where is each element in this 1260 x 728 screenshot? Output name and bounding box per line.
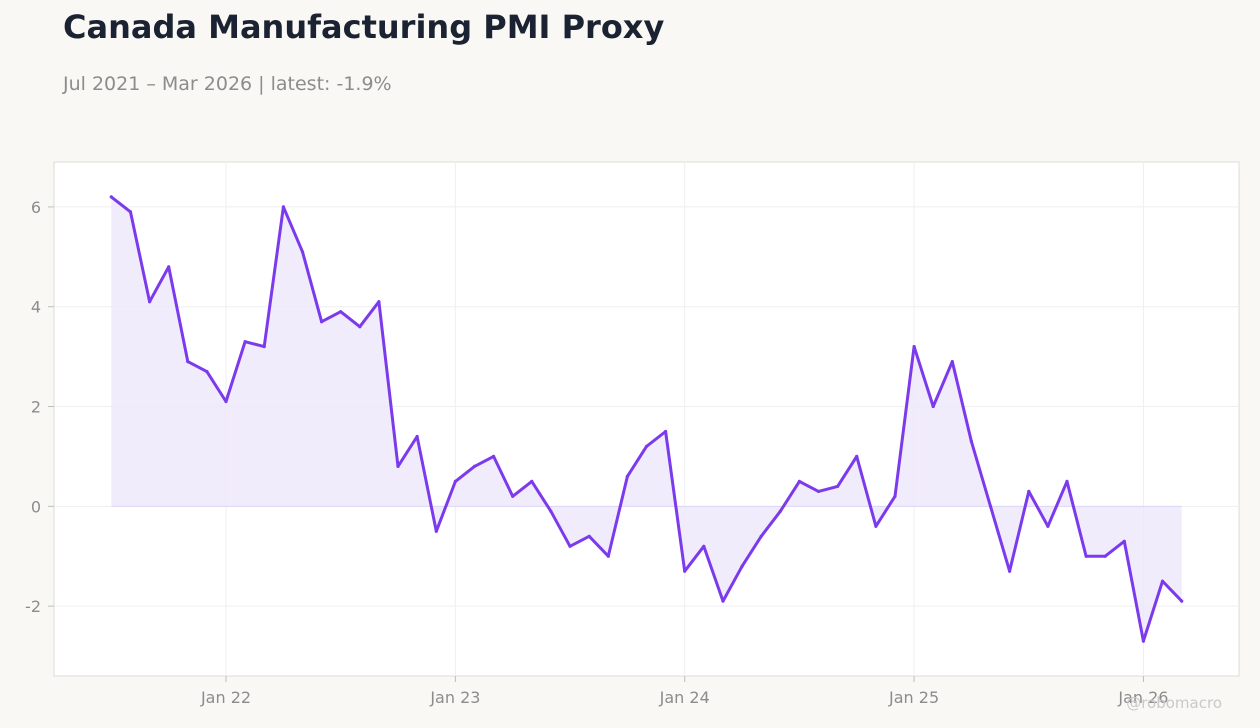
data-point xyxy=(339,310,343,314)
data-point xyxy=(702,544,706,548)
data-point xyxy=(167,265,171,269)
data-point xyxy=(1141,639,1145,643)
data-point xyxy=(472,464,477,468)
data-point xyxy=(855,454,859,458)
data-point xyxy=(530,479,534,483)
data-point xyxy=(950,360,954,364)
x-tick-label: Jan 24 xyxy=(659,688,710,707)
data-point xyxy=(625,474,630,478)
data-point xyxy=(396,464,400,468)
data-point xyxy=(1103,554,1107,558)
data-point xyxy=(1122,539,1126,543)
data-point xyxy=(1046,524,1050,528)
x-tick-label: Jan 22 xyxy=(200,688,251,707)
data-point xyxy=(109,195,113,199)
watermark: @robomacro xyxy=(1126,694,1222,712)
data-point xyxy=(893,494,897,498)
data-point xyxy=(1160,579,1165,583)
data-point xyxy=(874,524,878,528)
data-point xyxy=(568,544,572,548)
data-point xyxy=(644,444,649,448)
data-point xyxy=(549,509,553,513)
data-point xyxy=(759,534,763,538)
y-tick-label: 2 xyxy=(31,398,41,417)
y-tick-label: 0 xyxy=(31,497,41,516)
data-point xyxy=(778,509,782,513)
data-point xyxy=(320,320,324,324)
data-point xyxy=(358,325,362,329)
data-point xyxy=(1065,479,1069,483)
data-point xyxy=(1027,489,1031,493)
data-point xyxy=(377,300,381,304)
data-point xyxy=(816,489,821,493)
data-point xyxy=(912,345,916,349)
data-point xyxy=(988,504,993,508)
y-axis: -2 0 2 4 6 xyxy=(25,198,54,616)
data-point xyxy=(281,205,285,209)
data-point xyxy=(415,434,419,439)
x-tick-label: Jan 26 xyxy=(1117,688,1168,707)
data-point xyxy=(1180,599,1184,603)
data-point xyxy=(721,599,725,603)
data-points xyxy=(109,195,1184,643)
chart-title: Canada Manufacturing PMI Proxy xyxy=(63,8,665,46)
data-point xyxy=(224,399,228,404)
data-point xyxy=(186,360,190,364)
y-tick-label: 4 xyxy=(31,298,41,317)
data-point xyxy=(1008,569,1012,573)
data-point xyxy=(205,370,209,374)
chart-subtitle: Jul 2021 – Mar 2026 | latest: -1.9% xyxy=(63,73,392,95)
data-point xyxy=(453,479,457,483)
data-point xyxy=(1084,554,1088,558)
x-tick-label: Jan 25 xyxy=(888,688,939,707)
data-point xyxy=(128,210,133,214)
data-point xyxy=(300,250,305,254)
data-point xyxy=(148,300,152,304)
data-point xyxy=(492,454,496,458)
data-point xyxy=(606,554,610,558)
data-point xyxy=(740,564,744,568)
data-point xyxy=(797,479,802,483)
data-point xyxy=(683,569,687,573)
y-tick-label: -2 xyxy=(25,597,41,616)
data-point xyxy=(664,429,668,434)
data-point xyxy=(511,494,515,498)
data-point xyxy=(969,439,974,444)
x-axis: Jan 22 Jan 23 Jan 24 Jan 25 Jan 26 xyxy=(200,676,1168,707)
x-tick-label: Jan 23 xyxy=(429,688,480,707)
data-point xyxy=(262,345,266,349)
data-point xyxy=(836,484,840,488)
data-point xyxy=(587,534,591,538)
data-point xyxy=(243,340,247,344)
data-point xyxy=(931,404,935,409)
y-tick-label: 6 xyxy=(31,198,41,217)
data-point xyxy=(434,529,438,533)
